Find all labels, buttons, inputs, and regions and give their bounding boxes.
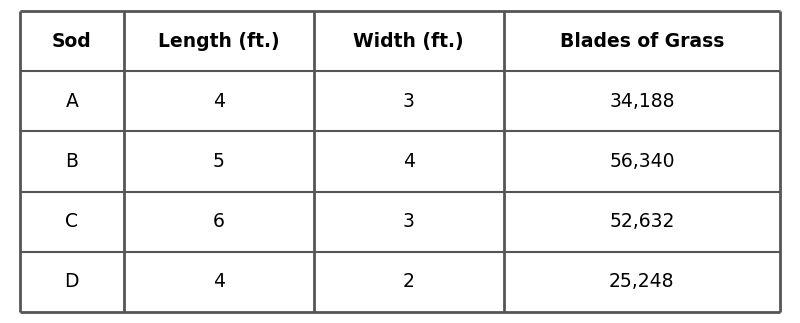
Text: 2: 2 (402, 272, 414, 291)
Text: 56,340: 56,340 (609, 152, 674, 171)
Text: D: D (65, 272, 79, 291)
Text: 5: 5 (213, 152, 225, 171)
Text: 4: 4 (213, 92, 225, 111)
Text: 6: 6 (213, 212, 225, 231)
Text: 3: 3 (402, 92, 414, 111)
Text: C: C (66, 212, 78, 231)
Text: A: A (66, 92, 78, 111)
Text: 52,632: 52,632 (609, 212, 674, 231)
Text: 4: 4 (213, 272, 225, 291)
Text: Width (ft.): Width (ft.) (354, 32, 464, 51)
Text: 34,188: 34,188 (609, 92, 674, 111)
Text: Sod: Sod (52, 32, 92, 51)
Text: Length (ft.): Length (ft.) (158, 32, 279, 51)
Text: B: B (66, 152, 78, 171)
Text: 25,248: 25,248 (609, 272, 674, 291)
Text: 3: 3 (402, 212, 414, 231)
Text: Blades of Grass: Blades of Grass (560, 32, 724, 51)
Text: 4: 4 (402, 152, 414, 171)
